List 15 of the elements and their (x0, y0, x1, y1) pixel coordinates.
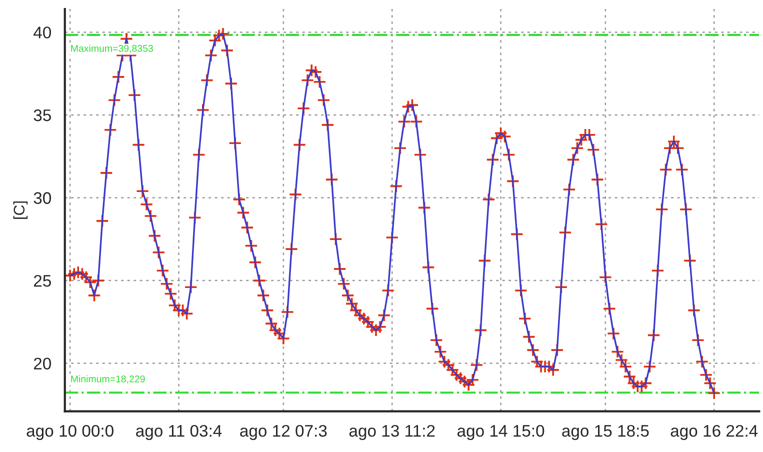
x-tick-label: ago 11 03:4 (136, 424, 222, 440)
x-tick-label: ago 12 07:3 (240, 424, 327, 440)
y-tick-label: 40 (34, 26, 52, 38)
y-axis-title: [C] (13, 202, 28, 219)
y-tick-label: 20 (34, 358, 52, 370)
ref-line-label: Minimum=18,229 (71, 375, 145, 384)
y-tick-label: 30 (34, 192, 52, 204)
y-tick-label: 35 (34, 109, 51, 122)
ref-line-label: Maximum=39,8353 (71, 44, 153, 53)
x-tick-label: ago 13 11:2 (349, 424, 435, 440)
x-tick-label: ago 14 15:0 (457, 424, 544, 440)
x-tick-label: ago 16 22:4 (670, 424, 758, 440)
y-tick-label: 25 (34, 274, 51, 287)
x-tick-label: ago 15 18:5 (562, 424, 649, 440)
x-tick-label: ago 10 00:0 (26, 424, 114, 440)
